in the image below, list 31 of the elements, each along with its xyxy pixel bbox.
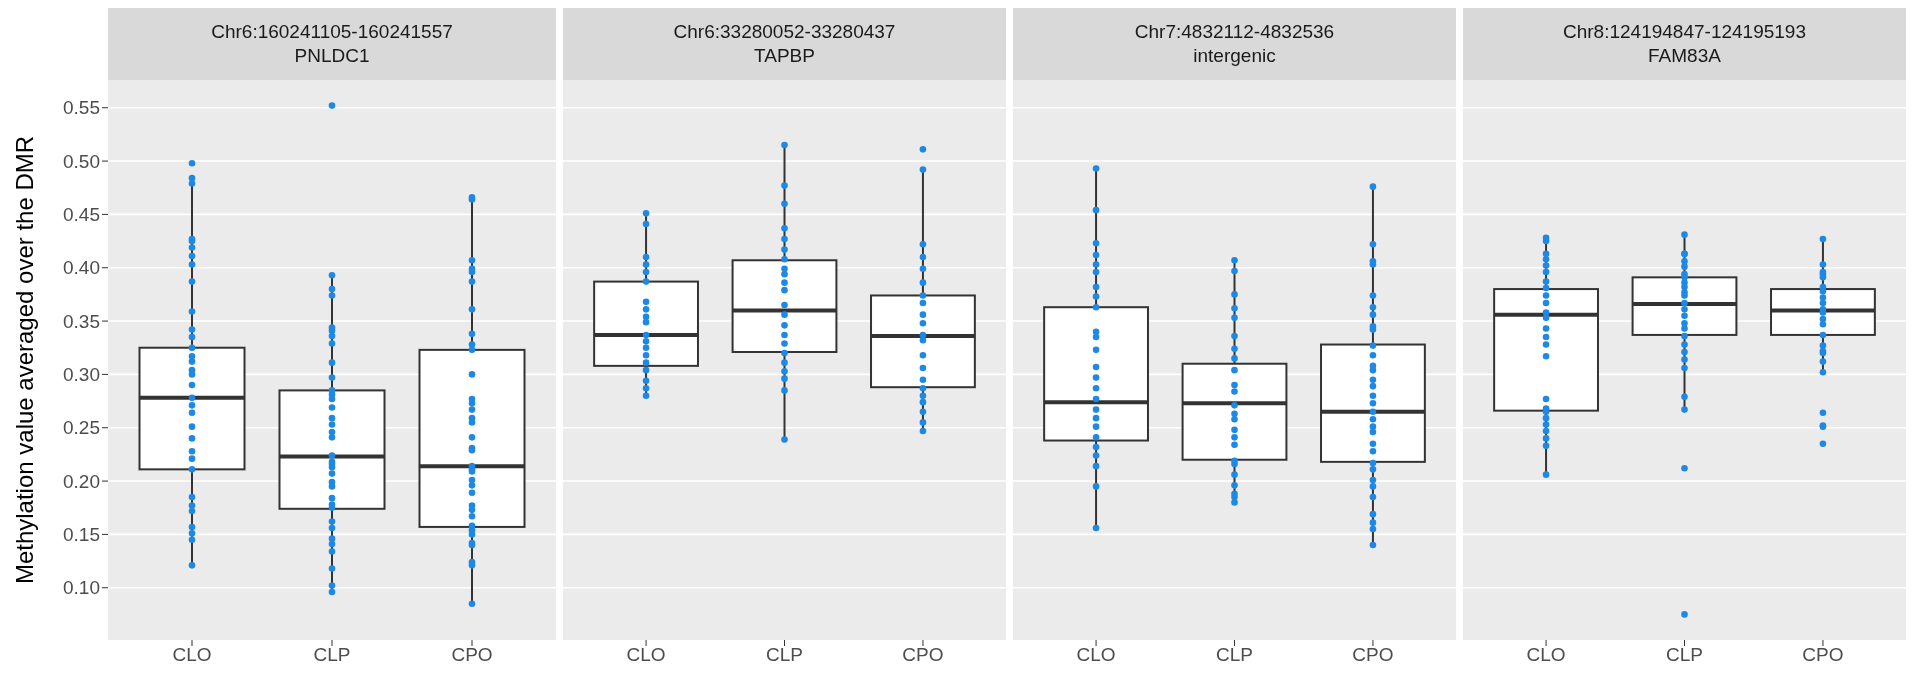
x-tick-label: CPO [1802,644,1844,666]
x-tick-label: CPO [451,644,493,666]
y-tick-label: 0.15 [63,524,100,546]
x-tick-label: CLP [1666,644,1703,666]
x-tick-label: CLO [626,644,666,666]
y-tick-label: 0.40 [63,257,100,279]
chart-subtitle: FAM83A [1647,44,1722,68]
chart-subtitle: PNLDC1 [293,44,371,68]
chart-subtitle: TAPBP [753,44,816,68]
y-tick-label: 0.20 [63,470,100,492]
y-axis-title: Methylation value averaged over the DMR [10,135,38,585]
x-tick-label: CLP [1216,644,1253,666]
y-tick-label: 0.55 [63,97,100,119]
y-tick-label: 0.25 [63,417,100,439]
y-tick-label: 0.45 [63,204,100,226]
chart-title: Chr6:160241105-160241557 [210,20,454,44]
x-tick-label: CLP [313,644,351,666]
x-tick-label: CLO [172,644,212,666]
y-tick-label: 0.35 [63,310,100,332]
x-tick-label: CLP [766,644,803,666]
x-tick-label: CLO [1526,644,1566,666]
chart-title: Chr7:4832112-4832536 [1133,20,1336,44]
x-tick-label: CPO [902,644,944,666]
y-tick-label: 0.30 [63,364,100,386]
chart-title: Chr8:124194847-124195193 [1562,20,1807,44]
x-tick-label: CPO [1352,644,1394,666]
chart-title: Chr6:33280052-33280437 [672,20,897,44]
x-tick-label: CLO [1076,644,1116,666]
y-tick-label: 0.50 [63,150,100,172]
chart-subtitle: intergenic [1192,44,1277,68]
y-tick-label: 0.10 [63,577,100,599]
